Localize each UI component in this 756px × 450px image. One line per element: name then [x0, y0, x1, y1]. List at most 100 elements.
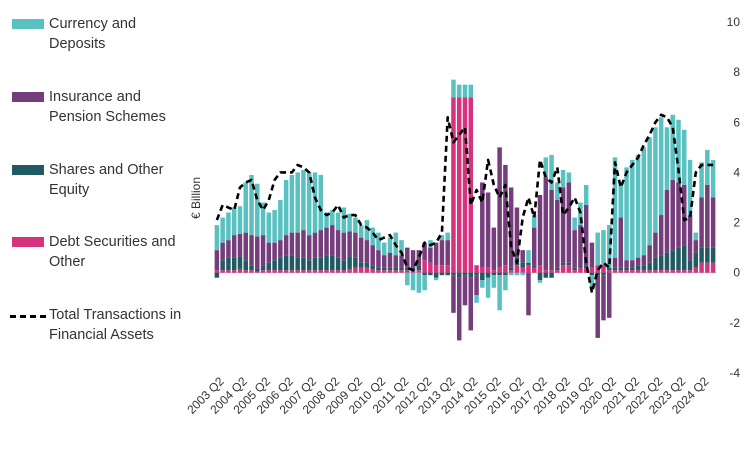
bar-segment [699, 247, 704, 263]
legend-item-debt-securities: Debt Securities and Other [10, 232, 195, 276]
bar-segment [664, 270, 670, 273]
bar-segment [249, 270, 254, 273]
bar-segment [462, 84, 468, 98]
bar-segment [503, 272, 508, 276]
bar-segment [237, 256, 243, 269]
bar-segment [387, 252, 393, 268]
y-tick-label: 8 [733, 65, 740, 79]
bar-segment [226, 212, 231, 241]
y-tick-label: -4 [729, 366, 740, 380]
bar-segment [497, 272, 502, 276]
bar-segment [249, 235, 254, 266]
legend-label-insurance-pension: Insurance and Pension Schemes [49, 89, 166, 125]
bar-segment [468, 84, 474, 98]
y-tick-label: 4 [733, 165, 740, 179]
bar-segment [353, 267, 358, 273]
bar-segment [549, 189, 554, 271]
bar-segment [485, 192, 491, 268]
legend-swatch-shares-equity [12, 165, 44, 175]
bar-segment [589, 242, 595, 268]
bar-segment [705, 149, 710, 185]
bar-segment [514, 265, 520, 273]
bar-segment [705, 247, 710, 263]
bar-segment [341, 232, 347, 261]
bar-segment [266, 270, 272, 273]
bar-segment [272, 242, 277, 261]
bar-segment [710, 247, 716, 263]
bar-segment [537, 280, 543, 283]
bar-segment [243, 182, 248, 233]
bar-segment [531, 227, 537, 266]
bar-segment [641, 270, 647, 273]
bar-segment [699, 162, 704, 198]
bar-segment [572, 230, 577, 268]
bar-segment [578, 225, 583, 266]
bar-segment [601, 265, 606, 273]
y-axis-label: € Billion [189, 177, 203, 219]
bar-segment [278, 200, 283, 241]
bar-segment [324, 255, 329, 271]
bar-segment [387, 270, 393, 273]
bar-segment [583, 265, 589, 268]
bar-segment [682, 129, 687, 185]
bar-segment [543, 272, 549, 278]
bar-segment [451, 275, 456, 313]
bar-segment [393, 270, 399, 273]
bar-segment [531, 265, 537, 268]
bar-segment [670, 114, 675, 180]
bar-segment [555, 267, 560, 271]
bar-segment [583, 205, 589, 266]
bar-segment [537, 272, 543, 281]
bar-segment [330, 270, 335, 273]
bar-segment [347, 268, 352, 273]
bar-segment [231, 207, 237, 236]
bar-segment [399, 240, 404, 256]
bar-segment [682, 184, 687, 246]
bar-segment [341, 260, 347, 271]
bar-segment [324, 270, 329, 273]
bar-segment [710, 262, 716, 273]
bar-segment [658, 255, 664, 271]
bar-segment [578, 202, 583, 226]
bar-segment [526, 272, 531, 316]
bar-segment [462, 272, 468, 276]
legend-swatch-currency-deposits [12, 19, 44, 29]
bar-segment [630, 270, 635, 273]
bar-segment [249, 174, 254, 236]
bar-segment [670, 179, 675, 251]
bar-segment [497, 267, 502, 273]
bar-segment [301, 270, 306, 273]
bar-segment [399, 270, 404, 273]
bar-segment [376, 270, 381, 273]
bar-segment [272, 210, 277, 243]
bar-segment [289, 270, 295, 273]
bar-segment [612, 267, 618, 271]
bar-segment [566, 265, 572, 273]
bar-segment [503, 275, 508, 291]
bar-segment [508, 270, 514, 273]
y-tick-label: 2 [733, 216, 740, 230]
bar-segment [630, 267, 635, 271]
bar-segment [705, 262, 710, 273]
bar-segment [693, 252, 699, 268]
bar-segment [439, 240, 445, 266]
bar-segment [237, 233, 243, 257]
y-tick-label: 10 [727, 15, 741, 29]
bar-segment [445, 265, 450, 273]
bar-segment [560, 187, 566, 263]
bar-segment [364, 220, 370, 241]
bar-segment [474, 265, 479, 273]
bar-segment [249, 265, 254, 271]
bar-segment [243, 270, 248, 273]
bar-segment [531, 215, 537, 228]
bar-segment [364, 240, 370, 263]
bar-segment [676, 182, 681, 248]
bar-segment [526, 262, 531, 266]
bar-segment [653, 232, 658, 258]
bar-segment [520, 272, 525, 276]
bar-segment [589, 267, 595, 273]
bar-segment [237, 206, 243, 234]
bar-segment [664, 127, 670, 190]
bar-segment [485, 277, 491, 298]
